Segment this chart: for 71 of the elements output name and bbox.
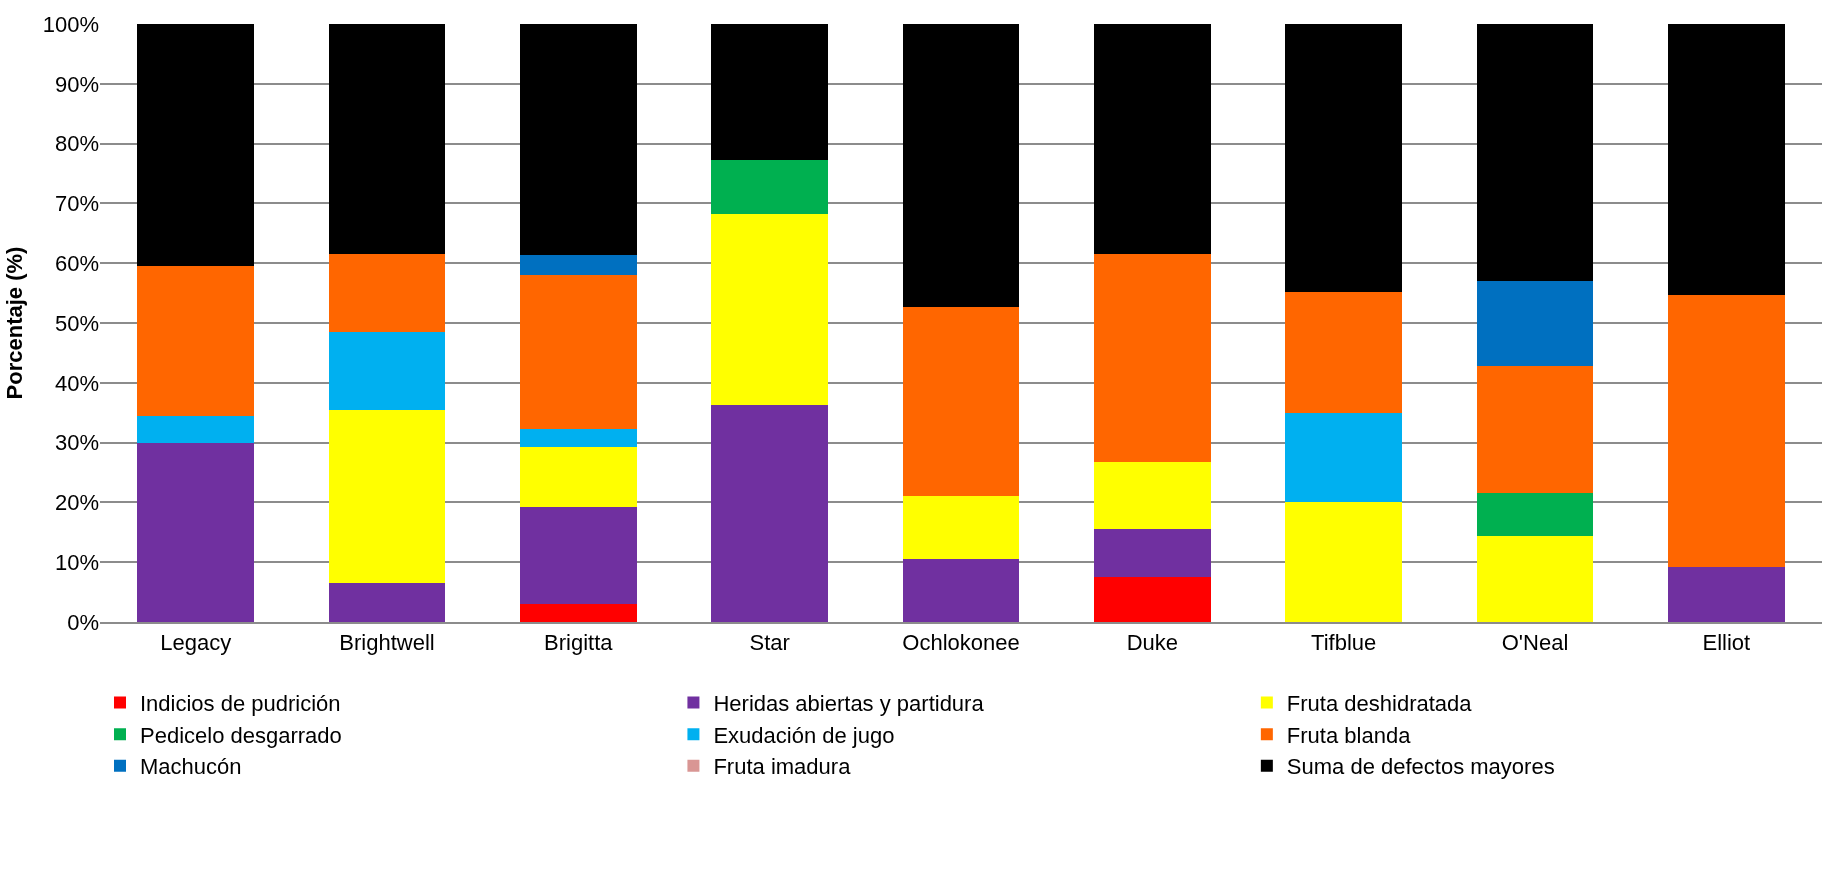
- y-tick-label: 10%: [54, 549, 99, 575]
- y-tick-label: 20%: [54, 490, 99, 516]
- bar: [1285, 412, 1403, 503]
- bar: [137, 266, 255, 416]
- legend-label: Fruta blanda: [1286, 722, 1412, 748]
- bar: [519, 275, 637, 429]
- bar: [519, 447, 637, 507]
- x-tick-label: Duke: [1126, 630, 1179, 656]
- y-tick-label: 60%: [54, 250, 99, 276]
- bar: [1476, 493, 1594, 536]
- bar: [1093, 576, 1211, 622]
- bar: [328, 254, 446, 332]
- y-tick-label: 0%: [67, 609, 99, 635]
- bar: [711, 213, 829, 405]
- y-tick-label: 70%: [54, 191, 99, 217]
- bar: [1476, 24, 1594, 281]
- bar: [328, 583, 446, 622]
- x-tick-label: Brigitta: [544, 630, 614, 656]
- bar: [519, 24, 637, 255]
- legend-label: Fruta deshidratada: [1286, 691, 1473, 717]
- y-axis-title: Porcentaje (%): [1, 246, 27, 400]
- bar: [519, 254, 637, 276]
- x-tick-label: Brightwell: [339, 630, 435, 656]
- bar: [1667, 566, 1785, 622]
- bar: [902, 24, 1020, 307]
- x-tick-label: Tifblue: [1311, 630, 1377, 656]
- legend-label: Suma de defectos mayores: [1286, 754, 1555, 780]
- bar: [1285, 291, 1403, 413]
- legend-label: Heridas abiertas y partidura: [713, 691, 985, 717]
- bar: [328, 331, 446, 410]
- bar: [1285, 502, 1403, 622]
- legend-label: Indicios de pudrición: [140, 691, 341, 717]
- bar: [902, 559, 1020, 622]
- bar: [902, 496, 1020, 560]
- bar: [1667, 294, 1785, 567]
- x-tick-label: Legacy: [160, 630, 232, 656]
- bar: [519, 428, 637, 448]
- bar: [519, 604, 637, 622]
- y-tick-label: 90%: [54, 71, 99, 97]
- y-tick-label: 50%: [54, 310, 99, 336]
- y-tick-label: 30%: [54, 430, 99, 456]
- bar: [1093, 253, 1211, 462]
- bar: [1093, 529, 1211, 577]
- y-tick-label: 40%: [54, 370, 99, 396]
- bar: [1093, 461, 1211, 530]
- bar: [1667, 24, 1785, 295]
- bar: [1476, 366, 1594, 494]
- legend-label: Exudación de jugo: [713, 722, 895, 748]
- bar: [519, 506, 637, 605]
- bar: [711, 404, 829, 622]
- bar: [902, 306, 1020, 497]
- bar: [711, 24, 829, 160]
- bar: [328, 24, 446, 255]
- x-tick-label: Star: [749, 630, 790, 656]
- bar: [1093, 24, 1211, 254]
- x-tick-label: Elliot: [1702, 630, 1751, 656]
- x-tick-label: Ochlokonee: [902, 630, 1020, 656]
- bar: [1476, 280, 1594, 367]
- y-tick-label: 100%: [42, 11, 99, 37]
- legend-label: Fruta imadura: [713, 754, 852, 780]
- y-tick-label: 80%: [54, 131, 99, 157]
- bar: [328, 409, 446, 584]
- bar: [137, 442, 255, 622]
- legend-label: Machucón: [140, 754, 242, 780]
- bar: [1476, 535, 1594, 622]
- bar: [711, 159, 829, 214]
- bar: [1285, 24, 1403, 292]
- legend-label: Pedicelo desgarrado: [140, 722, 342, 748]
- bar: [137, 415, 255, 443]
- bar: [137, 24, 255, 267]
- x-tick-label: O'Neal: [1501, 630, 1569, 656]
